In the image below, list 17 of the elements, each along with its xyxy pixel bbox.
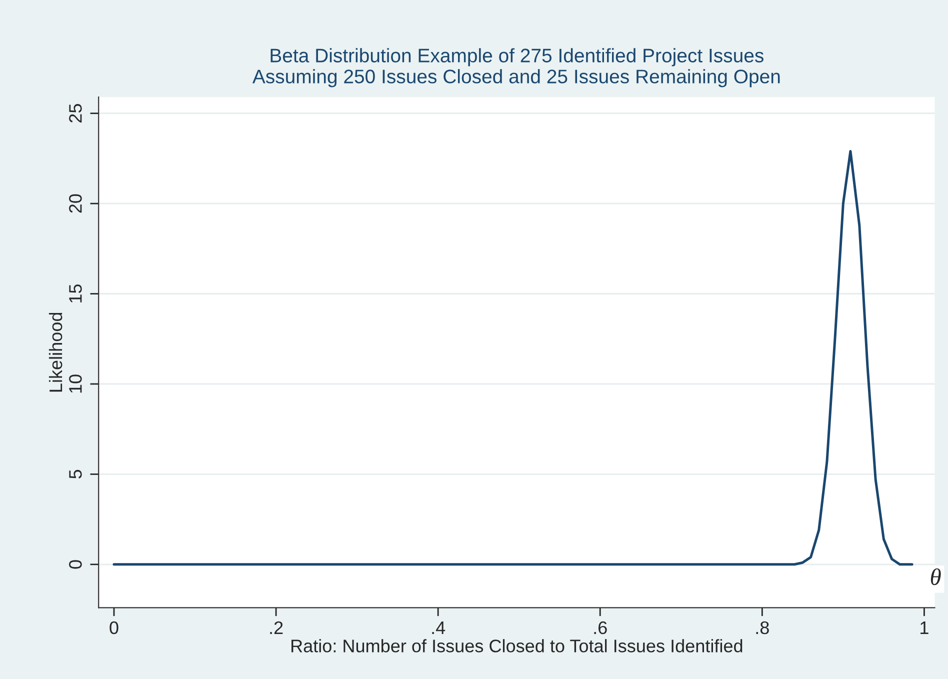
x-tick-label: .6: [594, 621, 607, 634]
x-tick-label: .4: [432, 622, 446, 634]
x-tick-label: 1: [920, 622, 928, 634]
x-tick-label: .8: [756, 621, 769, 634]
y-tick-label: 5: [69, 470, 82, 478]
x-axis-title: Ratio: Number of Issues Closed to Total Issues Identified: [292, 639, 742, 652]
y-tick-label: 20: [69, 194, 82, 213]
annotation: θ: [930, 568, 941, 586]
x-tick-label: .2: [270, 621, 283, 634]
y-axis-title: Likelihood: [48, 312, 62, 392]
line-series: [112, 150, 914, 566]
y-tick-label: 25: [69, 104, 82, 122]
x-tick-label: 0: [110, 621, 118, 634]
y-tick-label: 15: [69, 284, 82, 302]
y-tick-label: 0: [69, 560, 82, 569]
chart-title: Beta Distribution Example of 275 Identified Project Issues Assuming 250 Issues Closed and 25 Issues Remaining Open: [252, 48, 780, 88]
y-tick-label: 10: [69, 374, 82, 393]
